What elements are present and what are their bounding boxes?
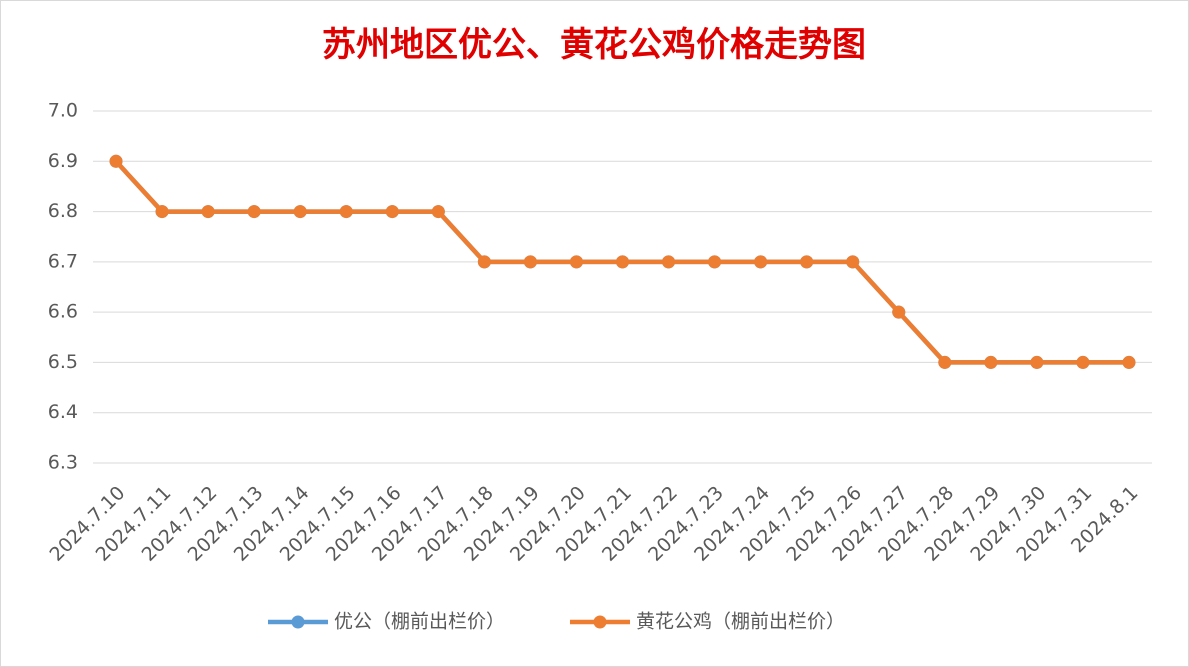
y-tick-label: 6.7: [48, 250, 78, 272]
data-point: [155, 205, 169, 219]
legend-label: 黄花公鸡（棚前出栏价）: [636, 611, 845, 633]
y-tick-label: 7.0: [48, 100, 78, 122]
data-point: [431, 205, 445, 219]
data-point: [477, 255, 491, 269]
y-tick-label: 6.4: [48, 401, 78, 423]
data-point: [938, 355, 952, 369]
data-point: [708, 255, 722, 269]
data-point: [846, 255, 860, 269]
data-point: [569, 255, 583, 269]
y-tick-label: 6.5: [48, 351, 78, 373]
data-point: [385, 205, 399, 219]
data-point: [109, 154, 123, 168]
legend-label: 优公（棚前出栏价）: [334, 611, 505, 633]
y-tick-label: 6.6: [48, 301, 78, 323]
data-point: [754, 255, 768, 269]
data-point: [892, 305, 906, 319]
data-point: [662, 255, 676, 269]
y-tick-label: 6.3: [48, 452, 78, 474]
chart-title: 苏州地区优公、黄花公鸡价格走势图: [322, 25, 866, 65]
y-tick-label: 6.8: [48, 200, 78, 222]
data-point: [800, 255, 814, 269]
data-point: [339, 205, 353, 219]
legend-marker: [593, 615, 607, 629]
data-point: [984, 355, 998, 369]
data-point: [1076, 355, 1090, 369]
legend-marker: [291, 615, 305, 629]
y-tick-label: 6.9: [48, 150, 78, 172]
data-point: [616, 255, 629, 269]
data-point: [523, 255, 537, 269]
data-point: [1122, 355, 1136, 369]
data-point: [247, 205, 261, 219]
data-point: [201, 205, 215, 219]
data-point: [1030, 355, 1044, 369]
data-point: [293, 205, 307, 219]
